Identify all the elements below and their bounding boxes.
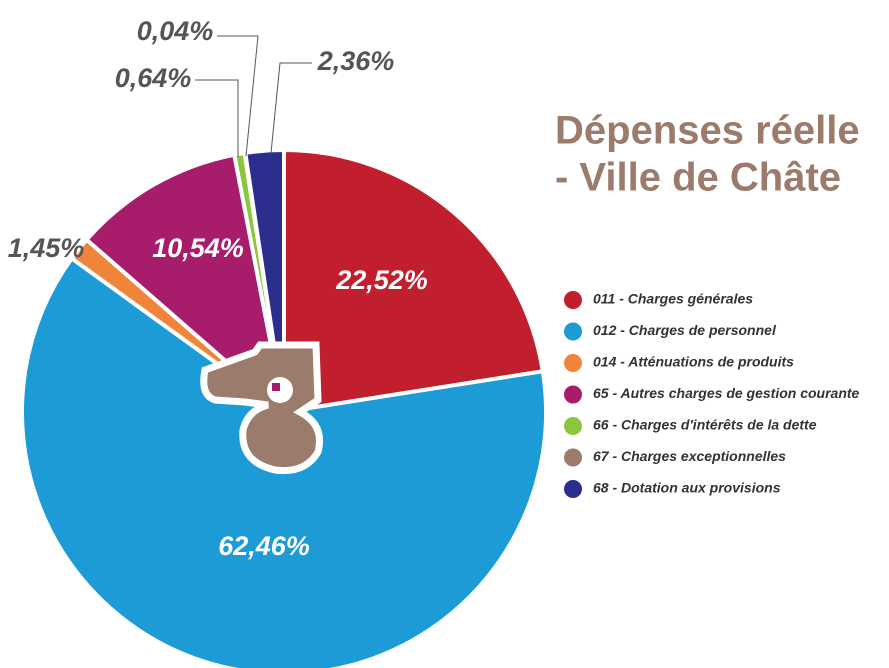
legend-label: 67 - Charges exceptionnelles xyxy=(593,448,786,464)
legend-label: 66 - Charges d'intérêts de la dette xyxy=(593,417,817,433)
data-label: 22,52% xyxy=(335,265,428,295)
leader-line xyxy=(195,80,238,157)
legend-label: 65 - Autres charges de gestion courante xyxy=(593,385,860,401)
data-label: 62,46% xyxy=(218,531,310,561)
chart: Dépenses réelle - Ville de Châte 22,52% 6… xyxy=(0,0,889,668)
legend-marker xyxy=(564,386,582,404)
data-label: 2,36% xyxy=(317,46,395,76)
legend-label: 014 - Atténuations de produits xyxy=(593,354,794,370)
legend-marker xyxy=(564,291,582,309)
legend-label: 68 - Dotation aux provisions xyxy=(593,480,781,496)
legend-marker xyxy=(564,449,582,467)
chart-title-line: - Ville de Châte xyxy=(555,156,841,200)
data-label: 1,45% xyxy=(8,233,85,263)
legend-marker xyxy=(564,480,582,498)
data-label: 10,54% xyxy=(152,233,244,263)
legend-marker xyxy=(564,417,582,435)
data-label: 0,64% xyxy=(115,63,192,93)
leader-line xyxy=(271,63,312,153)
data-label: 0,04% xyxy=(137,16,214,46)
legend-marker xyxy=(564,354,582,372)
chart-title-line: Dépenses réelle xyxy=(555,109,860,153)
legend-label: 011 - Charges générales xyxy=(593,291,753,307)
legend-label: 012 - Charges de personnel xyxy=(593,322,777,338)
legend-marker xyxy=(564,323,582,341)
